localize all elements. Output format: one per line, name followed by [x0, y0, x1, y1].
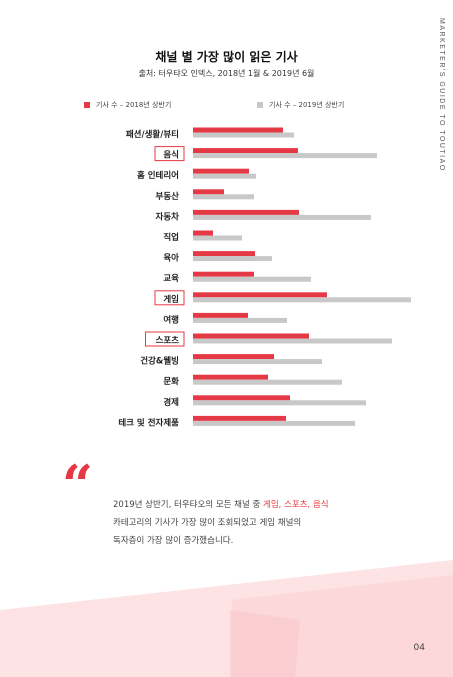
bar-2019: [193, 379, 342, 385]
quote-icon: “: [62, 453, 94, 517]
bar-2018: [193, 189, 224, 195]
category-label: 게임: [163, 294, 179, 305]
note-line2: 카테고리의 기사가 가장 많이 조회되었고 게임 채널의: [113, 518, 302, 528]
bar-2019: [193, 276, 311, 282]
bar-2018: [193, 333, 309, 339]
chart-subtitle: 출처: 터우탸오 인덱스, 2018년 1월 & 2019년 6월: [138, 69, 315, 78]
category-highlight-box: [154, 146, 185, 162]
category-highlight-box: [154, 290, 185, 306]
note-highlight: 게임, 스포츠, 음식: [263, 500, 329, 510]
bar-2019: [193, 256, 272, 262]
legend-label-2019: 기사 수 – 2019년 상반기: [269, 101, 345, 109]
bar-2019: [193, 132, 294, 138]
bar-2019: [193, 214, 371, 220]
category-label: 홈 인테리어: [137, 170, 179, 181]
category-label: 교육: [163, 273, 179, 284]
side-label: MARKETER'S GUIDE TO TOUTIAO: [438, 18, 445, 172]
category-label: 스포츠: [156, 336, 180, 346]
category-highlight-box: [145, 331, 185, 347]
legend-label-2018: 기사 수 – 2018년 상반기: [96, 101, 172, 109]
bar-2018: [193, 395, 290, 401]
category-label: 직업: [163, 232, 179, 243]
category-label: 여행: [163, 314, 179, 325]
bar-2019: [193, 317, 287, 323]
bar-2018: [193, 292, 327, 298]
bar-2018: [193, 209, 299, 215]
category-label: 부동산: [156, 191, 180, 202]
category-label: 건강&웰빙: [140, 356, 179, 367]
bar-2019: [193, 420, 355, 426]
summary-note: 2019년 상반기, 터우탸오의 모든 채널 중 게임, 스포츠, 음식 카테고…: [113, 496, 413, 550]
bar-2018: [193, 271, 254, 277]
category-label: 테크 및 전자제품: [118, 417, 179, 428]
bar-2018: [193, 148, 298, 154]
chart-title: 채널 별 가장 많이 읽은 기사: [155, 50, 298, 64]
category-label: 육아: [163, 253, 179, 264]
legend-swatch-2019: [257, 102, 263, 108]
bar-2019: [193, 338, 392, 344]
note-line3: 독자층이 가장 많이 증가했습니다.: [113, 536, 234, 546]
bar-2018: [193, 251, 255, 257]
bar-2019: [193, 359, 322, 365]
bar-2019: [193, 194, 254, 200]
bar-2018: [193, 374, 268, 380]
bar-2018: [193, 230, 213, 236]
category-label: 자동차: [156, 211, 180, 222]
note-line1-prefix: 2019년 상반기, 터우탸오의 모든 채널 중: [113, 500, 264, 510]
bar-2019: [193, 173, 256, 179]
legend-swatch-2018: [84, 102, 90, 108]
legend-item-2018: 기사 수 – 2018년 상반기: [84, 100, 171, 110]
category-label: 문화: [163, 376, 179, 387]
legend-item-2019: 기사 수 – 2019년 상반기: [257, 100, 344, 110]
bar-2018: [193, 415, 286, 421]
bar-2019: [193, 235, 242, 241]
bar-2018: [193, 168, 249, 174]
bar-2018: [193, 312, 248, 318]
bar-2019: [193, 153, 377, 159]
bar-2019: [193, 297, 411, 303]
category-label: 경제: [163, 397, 179, 408]
category-label: 음식: [163, 150, 179, 161]
bar-2018: [193, 354, 274, 360]
bar-2019: [193, 400, 366, 406]
bg-shape-small: [230, 610, 300, 677]
bar-2018: [193, 127, 283, 133]
page-number: 04: [413, 643, 425, 653]
category-label: 패션/생활/뷰티: [126, 129, 179, 140]
